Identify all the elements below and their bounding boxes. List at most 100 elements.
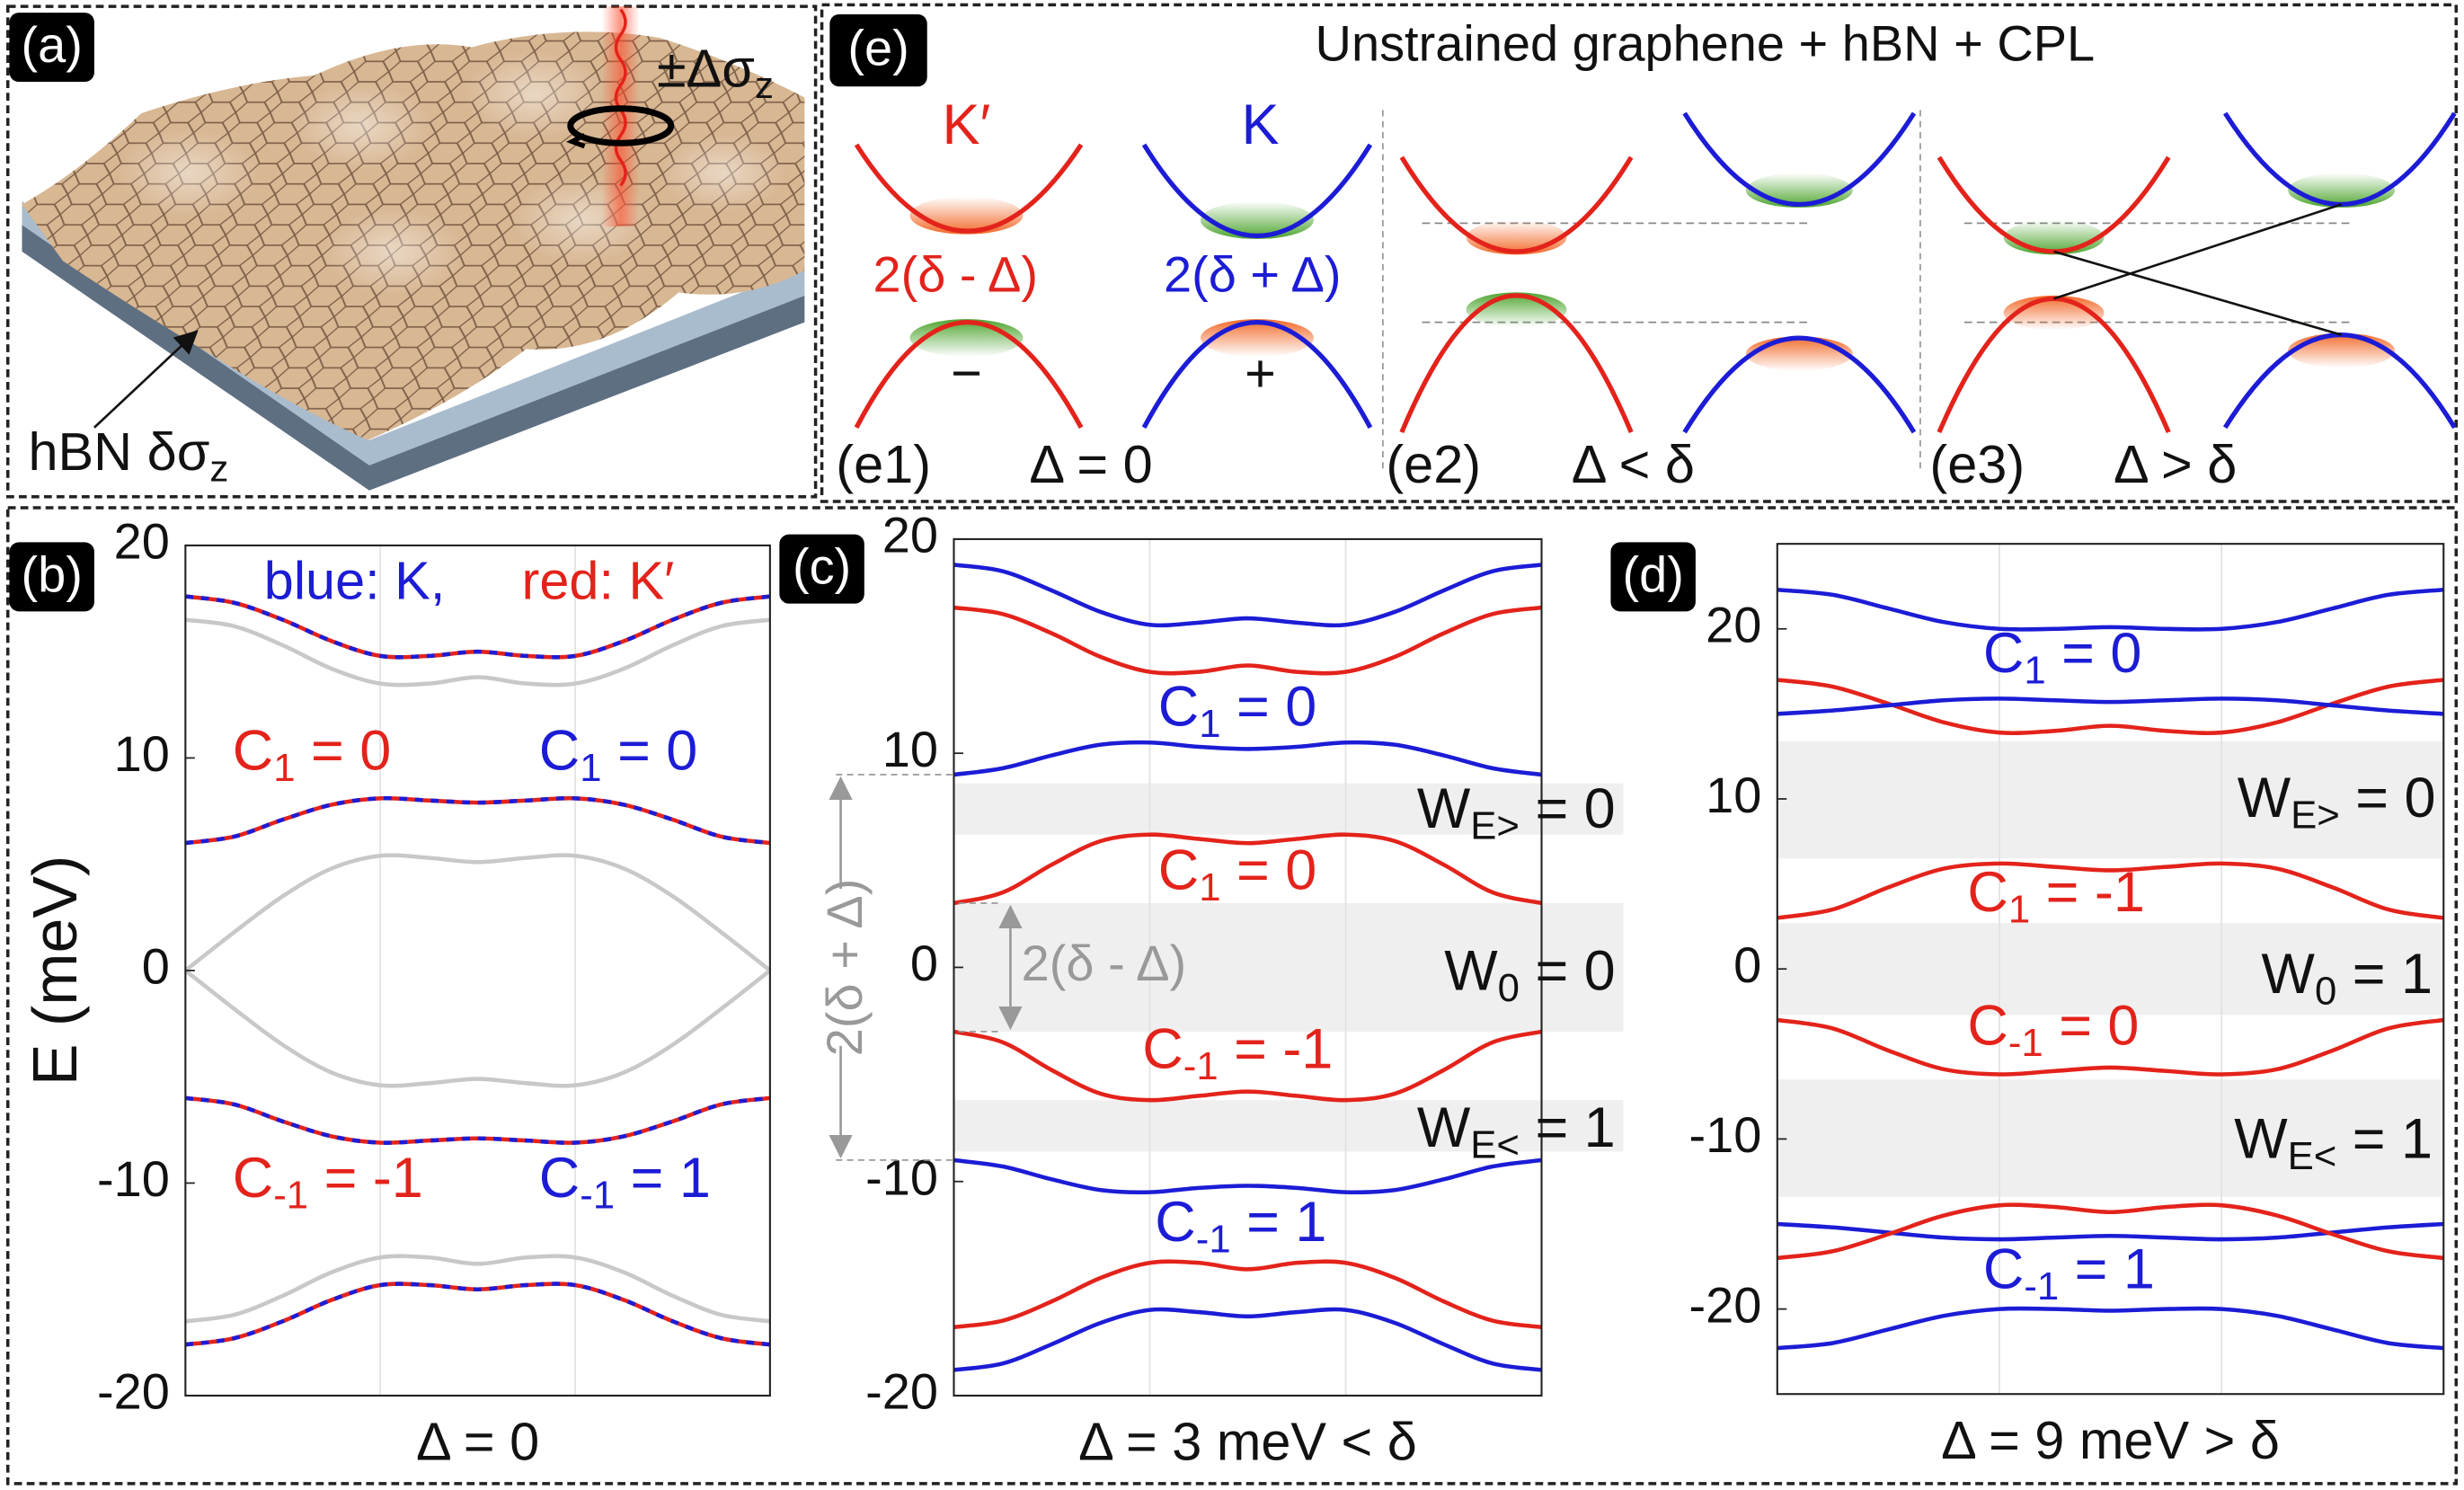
panel-label: (d) [1622, 545, 1683, 602]
label-base: W [2262, 942, 2316, 1005]
band-annotation: WE< = 1 [1417, 1096, 1616, 1166]
band-annotation: C-1 = -1 [233, 1147, 423, 1217]
label-tail: = 1 [2336, 1107, 2433, 1170]
label-base: W [1417, 1096, 1471, 1159]
band-annotation: C1 = 0 [233, 719, 391, 789]
subpanel-label: (e1) [836, 434, 931, 494]
label-tail: = 0 [2046, 622, 2142, 685]
label-base: C [233, 1147, 273, 1210]
label-sub: 1 [2024, 648, 2045, 692]
band-annotation: WE> = 0 [1417, 777, 1616, 847]
y-tick-label: 10 [882, 721, 938, 777]
label-sub: z [209, 448, 228, 490]
valley-label: K [1241, 93, 1279, 156]
label-base: C [539, 1147, 580, 1210]
label-sub: E< [2288, 1133, 2337, 1177]
band-annotation: WE< = 1 [2234, 1107, 2433, 1177]
band-annotation: W0 = 1 [2262, 942, 2433, 1012]
band-annotation: C1 = 0 [539, 719, 698, 789]
condition-label: Δ < δ [1572, 434, 1695, 494]
panel-label: (a) [22, 16, 83, 73]
substrate-label: hBN δσz [28, 421, 228, 490]
y-tick-label: 10 [114, 725, 170, 782]
band-line [953, 1157, 1542, 1195]
band-line [1777, 1202, 2444, 1261]
y-tick-label: 10 [1706, 767, 1761, 823]
label-base: W [2234, 1107, 2288, 1170]
label-sub: 1 [2008, 887, 2030, 931]
axes-frame [184, 544, 771, 1397]
y-tick-label: -10 [865, 1149, 938, 1205]
label-base: C [233, 719, 273, 782]
shaded-range [1777, 923, 2444, 1016]
chart-panel: -20 -10 0 10 20 Δ = 0 E (meV) (b) blue: K, red: K… [9, 513, 772, 1472]
gap-label: 2(δ + Δ) [1164, 245, 1342, 302]
band-annotation: C1 = 0 [1158, 675, 1317, 745]
band-line [183, 853, 772, 972]
y-tick-label: -20 [865, 1363, 938, 1420]
label-sub: 1 [273, 746, 295, 790]
shaded-range [953, 902, 1624, 1032]
label-tail: = -1 [308, 1147, 423, 1210]
band-line [953, 605, 1542, 676]
label-tail: = -1 [1219, 1017, 1334, 1080]
band-line [1777, 1017, 2444, 1077]
band-diagram [854, 111, 2457, 434]
sign-label: + [1245, 343, 1276, 404]
y-tick-label: 20 [1706, 597, 1761, 653]
y-tick-label: 0 [910, 935, 938, 991]
label-tail: = 1 [1231, 1191, 1327, 1254]
band-annotation: C-1 = 0 [1967, 994, 2139, 1064]
y-tick-label: -20 [97, 1363, 170, 1420]
band-annotation: C-1 = 1 [539, 1147, 711, 1217]
band-line-dash [185, 795, 771, 846]
gap-label: 2(δ - Δ) [1022, 935, 1187, 991]
label-sub: 1 [1199, 702, 1220, 746]
band-annotation: WE> = 0 [2238, 767, 2436, 837]
panel-label-box [9, 542, 94, 612]
panel-frame [5, 4, 818, 499]
label-tail: = 1 [615, 1147, 711, 1210]
band-annotation: C1 = -1 [1967, 861, 2144, 931]
band-line [1777, 587, 2444, 632]
legend-label: blue: K, [264, 550, 446, 610]
band-line [953, 832, 1542, 906]
band-annotation: C-1 = 1 [1155, 1191, 1326, 1261]
panel-a-illustration [22, 6, 805, 491]
label-sub: E< [1470, 1122, 1520, 1166]
label-tail: = 1 [2336, 942, 2433, 1005]
panel-label-box [779, 534, 864, 604]
label-sub: E> [2291, 793, 2340, 837]
band-line [1777, 1306, 2444, 1351]
label-sub: -1 [273, 1173, 308, 1217]
y-tick-label: -20 [1688, 1276, 1761, 1333]
gap-label: 2(δ + Δ) [816, 879, 873, 1057]
y-tick-label: 0 [142, 938, 170, 995]
x-axis-label: Δ = 9 meV > δ [1941, 1410, 2280, 1470]
label-base: C [1155, 1191, 1195, 1254]
panel-frame [820, 3, 2459, 503]
band-line-dash [185, 1095, 771, 1145]
legend-label: red: K′ [522, 550, 675, 610]
diagram-title: Unstrained graphene + hBN + CPL [1316, 14, 2096, 71]
label-sub: z [755, 64, 774, 106]
label-tail: = 0 [1221, 838, 1317, 901]
band-line [953, 1307, 1542, 1372]
band-annotation: C1 = 0 [1158, 838, 1317, 909]
panel-label: (c) [793, 538, 851, 595]
label-base: C [1967, 861, 2008, 924]
band-line [185, 1282, 771, 1347]
y-tick-label: -10 [1688, 1106, 1761, 1163]
band-line [953, 1029, 1542, 1103]
gap-label: 2(δ - Δ) [873, 245, 1038, 302]
label-tail: = 0 [1520, 939, 1616, 1002]
label-tail: = 0 [2043, 994, 2140, 1057]
x-axis-label: Δ = 3 meV < δ [1078, 1412, 1417, 1472]
subpanel-label: (e3) [1929, 434, 2025, 494]
y-tick-label: 20 [882, 507, 938, 563]
label-tail: = 0 [602, 719, 698, 782]
label-base: C [1967, 994, 2008, 1057]
